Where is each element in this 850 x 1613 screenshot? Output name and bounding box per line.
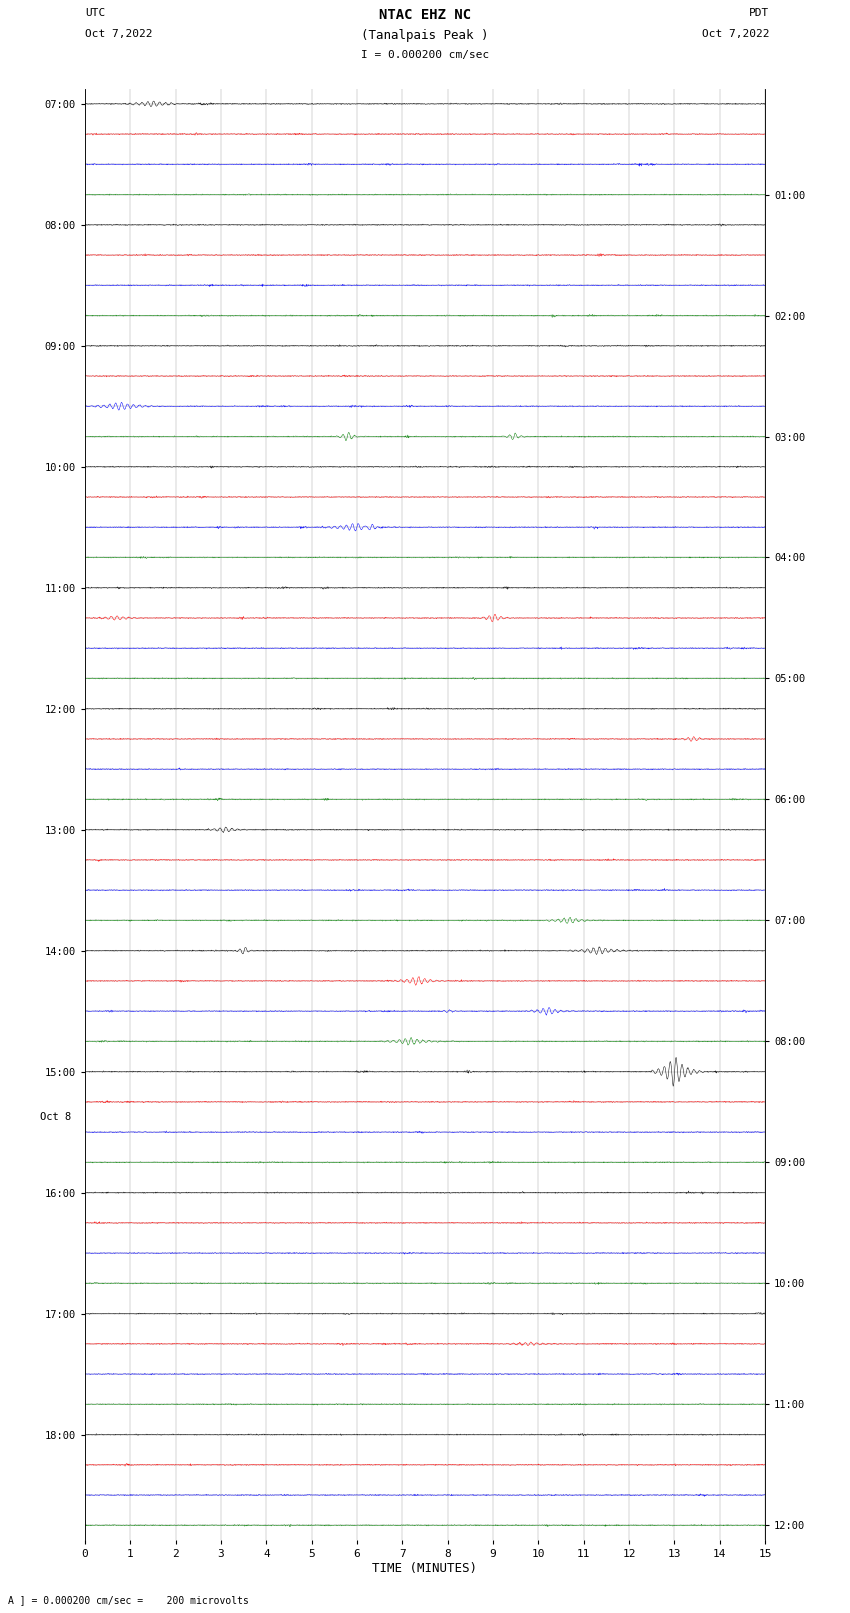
- Text: UTC: UTC: [85, 8, 105, 18]
- Text: I = 0.000200 cm/sec: I = 0.000200 cm/sec: [361, 50, 489, 60]
- Text: Oct 7,2022: Oct 7,2022: [85, 29, 152, 39]
- Text: Oct 7,2022: Oct 7,2022: [702, 29, 769, 39]
- X-axis label: TIME (MINUTES): TIME (MINUTES): [372, 1563, 478, 1576]
- Text: (Tanalpais Peak ): (Tanalpais Peak ): [361, 29, 489, 42]
- Text: A ] = 0.000200 cm/sec =    200 microvolts: A ] = 0.000200 cm/sec = 200 microvolts: [8, 1595, 249, 1605]
- Text: Oct 8: Oct 8: [40, 1111, 71, 1123]
- Text: NTAC EHZ NC: NTAC EHZ NC: [379, 8, 471, 23]
- Text: PDT: PDT: [749, 8, 769, 18]
